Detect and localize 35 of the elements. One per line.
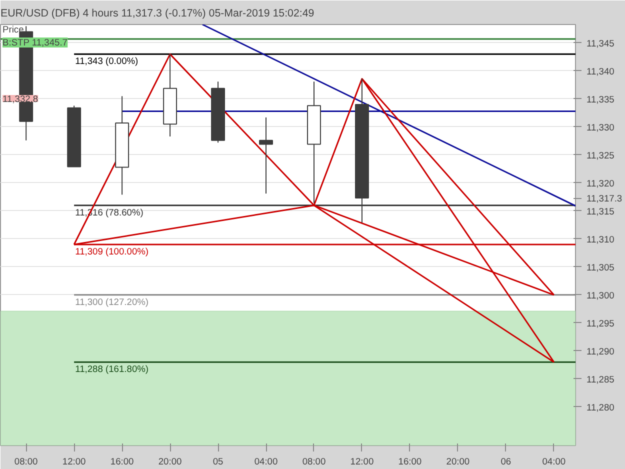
y-tick-label: 11,317.3: [586, 194, 622, 204]
x-tick-label: 08:00: [302, 456, 326, 466]
series-label: 11,288 (161.80%): [75, 364, 149, 374]
y-tick-label: 11,335: [586, 94, 614, 104]
chart-title: EUR/USD (DFB) 4 hours 11,317.3 (-0.17%) 05-Mar-2019 15:02:49: [0, 8, 314, 20]
x-tick-label: 05: [212, 456, 224, 466]
y-tick-label: 11,300: [586, 290, 614, 300]
x-tick-label: 20:00: [158, 456, 182, 466]
y-tick-label: 11,345: [586, 38, 614, 48]
y-tick-label: 11,305: [586, 262, 614, 272]
y-tick-label: 11,330: [586, 122, 614, 132]
annotation: B:STP 11,345.7: [2, 38, 68, 48]
y-tick-label: 11,290: [586, 346, 614, 356]
x-tick-label: 12:00: [350, 456, 374, 466]
x-tick-label: 16:00: [110, 456, 134, 466]
y-tick-label: 11,340: [586, 66, 614, 76]
x-tick-label: 20:00: [446, 456, 470, 466]
x-tick-label: 06: [500, 456, 512, 466]
x-tick-label: 16:00: [398, 456, 422, 466]
x-tick-label: 04:00: [542, 456, 566, 466]
x-tick-label: 04:00: [254, 456, 278, 466]
y-tick-label: 11,320: [586, 178, 614, 188]
y-tick-label: 11,280: [586, 402, 614, 412]
y-tick-label: 11,325: [586, 150, 614, 160]
series-label: 11,309 (100.00%): [75, 246, 149, 257]
x-tick-label: 08:00: [14, 456, 38, 466]
series-label: 11,343 (0.00%): [75, 56, 138, 66]
series-label: 11,300 (127.20%): [75, 296, 149, 307]
y-tick-label: 11,315: [586, 206, 614, 216]
x-tick-label: 12:00: [62, 456, 86, 466]
y-tick-label: 11,295: [586, 318, 614, 328]
annotation: 11,332.8: [2, 94, 38, 104]
y-tick-label: 11,310: [586, 234, 614, 244]
annotation: Price: [2, 24, 24, 34]
y-tick-label: 11,285: [586, 374, 614, 384]
